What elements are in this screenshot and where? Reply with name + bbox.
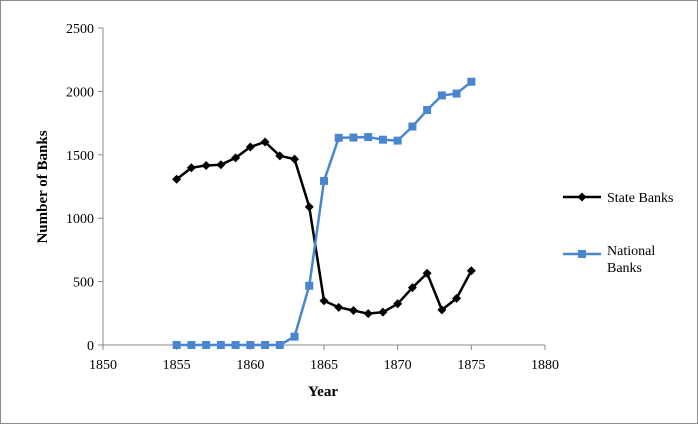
legend: State Banks National Banks (563, 191, 674, 276)
x-tick-label: 1870 (384, 358, 412, 373)
data-point-national-banks (261, 341, 270, 349)
data-point-state-banks (363, 309, 373, 319)
data-point-state-banks (407, 283, 417, 293)
y-tick-label: 2000 (66, 85, 94, 100)
data-point-state-banks (245, 142, 255, 152)
data-point-national-banks (364, 133, 373, 142)
data-point-state-banks (186, 163, 196, 173)
data-point-national-banks (467, 77, 476, 86)
y-tick-label: 1000 (66, 212, 94, 227)
data-point-state-banks (172, 174, 182, 184)
x-tick-label: 1860 (236, 358, 264, 373)
y-axis-ticks: 0 500 1000 1500 2000 2500 (66, 22, 103, 354)
series-state-banks (172, 137, 476, 319)
data-point-state-banks (304, 202, 314, 212)
x-axis-title: Year (308, 384, 338, 400)
data-point-national-banks (320, 176, 328, 185)
data-point-national-banks (305, 281, 314, 290)
data-point-state-banks (275, 151, 285, 161)
data-point-national-banks (437, 91, 446, 100)
data-point-national-banks (349, 133, 358, 142)
data-point-national-banks (452, 89, 461, 98)
data-point-state-banks (260, 137, 270, 147)
data-point-national-banks (231, 341, 240, 349)
data-point-national-banks (172, 341, 181, 349)
x-axis-ticks: 1850 1855 1860 1865 1870 1875 1880 (89, 345, 559, 373)
legend-swatch-marker (578, 250, 586, 258)
data-point-state-banks (437, 305, 447, 315)
data-point-state-banks (348, 306, 358, 316)
data-point-state-banks (231, 153, 241, 163)
y-tick-label: 1500 (66, 149, 94, 164)
data-point-national-banks (378, 135, 387, 144)
data-point-national-banks (187, 341, 196, 349)
y-tick-label: 2500 (66, 22, 94, 37)
data-point-national-banks (290, 332, 299, 341)
legend-item-national-banks: National Banks (563, 244, 655, 276)
x-tick-label: 1855 (163, 358, 191, 373)
data-point-national-banks (202, 341, 211, 349)
data-point-state-banks (393, 299, 403, 309)
legend-label-state-banks: State Banks (607, 191, 674, 206)
series-line-national-banks (176, 80, 473, 347)
data-point-state-banks (378, 307, 388, 317)
data-point-national-banks (246, 341, 255, 349)
x-tick-label: 1875 (457, 358, 485, 373)
data-point-state-banks (201, 160, 211, 170)
y-tick-label: 500 (73, 276, 94, 291)
data-point-state-banks (216, 160, 226, 170)
data-point-national-banks (393, 136, 402, 145)
data-point-state-banks (319, 296, 329, 306)
series-layer (172, 77, 476, 349)
data-point-national-banks (216, 341, 225, 349)
data-point-state-banks (466, 266, 476, 276)
data-point-national-banks (423, 106, 432, 115)
data-point-state-banks (334, 302, 344, 312)
legend-swatch-marker (577, 192, 587, 202)
data-point-national-banks (334, 133, 343, 142)
data-point-national-banks (275, 341, 284, 349)
x-tick-label: 1880 (531, 358, 559, 373)
x-tick-label: 1865 (310, 358, 338, 373)
legend-item-state-banks: State Banks (563, 191, 674, 206)
data-point-national-banks (408, 122, 417, 131)
data-point-state-banks (290, 154, 300, 164)
series-national-banks (172, 77, 476, 349)
y-tick-label: 0 (87, 339, 94, 354)
y-axis-title: Number of Banks (35, 130, 51, 243)
legend-label-national-banks: National Banks (607, 244, 655, 276)
data-point-state-banks (452, 293, 462, 303)
data-point-state-banks (422, 268, 432, 278)
x-tick-label: 1850 (89, 358, 117, 373)
